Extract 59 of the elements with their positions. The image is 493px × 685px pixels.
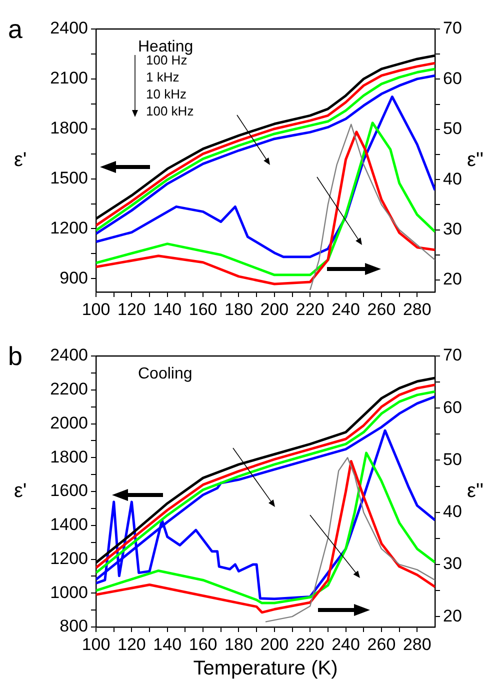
x-tick-label: 120: [117, 300, 146, 319]
y-tick-label: 900: [60, 268, 88, 288]
y2-tick-label: 70: [443, 18, 462, 38]
y2-tick-label: 40: [443, 169, 462, 188]
y-tick-label: 1800: [50, 118, 88, 138]
y-tick-label: 1800: [50, 447, 88, 466]
y-tick-label: 2100: [50, 68, 88, 88]
x-tick-label: 180: [224, 634, 253, 654]
annotation: 10 kHz: [146, 86, 186, 102]
x-tick-label: 160: [188, 634, 218, 654]
y-tick-label: 2400: [50, 346, 88, 365]
y2-axis-title: ε'': [467, 149, 484, 172]
x-tick-label: 200: [260, 300, 289, 319]
x-tick-label: 160: [188, 300, 218, 319]
y2-tick-label: 30: [443, 554, 462, 574]
x-tick-label: 280: [402, 634, 432, 654]
x-tick-label: 280: [402, 300, 432, 319]
y-tick-label: 2400: [50, 18, 88, 38]
annotation: 1 kHz: [146, 70, 180, 85]
x-tick-label: 120: [117, 634, 146, 654]
x-tick-label: 100: [82, 634, 110, 654]
y2-tick-label: 60: [443, 68, 462, 88]
y-tick-label: 1200: [50, 548, 88, 568]
text: b: [8, 341, 22, 372]
y-axis-title: ε': [14, 480, 27, 502]
y-tick-label: 1200: [50, 218, 88, 238]
y2-tick-label: 60: [443, 398, 462, 417]
x-tick-label: 220: [296, 634, 324, 654]
x-tick-label: 100: [82, 300, 110, 319]
x-axis-title: Temperature (K): [193, 658, 338, 680]
annotation: Cooling: [138, 365, 192, 382]
x-tick-label: 260: [367, 634, 396, 654]
y-tick-label: 2200: [50, 380, 88, 399]
y-tick-label: 1000: [50, 582, 88, 602]
x-tick-label: 140: [153, 300, 182, 319]
y2-tick-label: 40: [443, 502, 462, 522]
x-tick-label: 140: [153, 634, 182, 654]
y2-tick-label: 20: [443, 270, 462, 289]
y-tick-label: 1600: [50, 481, 88, 500]
y-axis-title: ε': [14, 149, 27, 172]
x-tick-label: 220: [296, 300, 324, 319]
y2-tick-label: 20: [443, 606, 462, 626]
y-tick-label: 2000: [50, 413, 88, 432]
x-tick-label: 180: [224, 300, 253, 319]
x-tick-label: 240: [332, 300, 360, 319]
y2-tick-label: 50: [443, 119, 462, 138]
y2-axis-title: ε'': [467, 480, 484, 502]
annotation: Heating: [138, 38, 194, 56]
y-tick-label: 1500: [50, 168, 88, 188]
x-tick-label: 260: [367, 300, 396, 319]
y2-tick-label: 50: [443, 450, 462, 469]
y-tick-label: 1400: [50, 515, 88, 534]
y2-tick-label: 30: [443, 219, 462, 238]
y-tick-label: 800: [60, 616, 88, 636]
x-tick-label: 200: [260, 634, 289, 654]
y2-tick-label: 70: [443, 346, 462, 365]
annotation: 100 kHz: [146, 104, 194, 119]
text: a: [8, 14, 23, 44]
x-tick-label: 240: [332, 634, 360, 654]
